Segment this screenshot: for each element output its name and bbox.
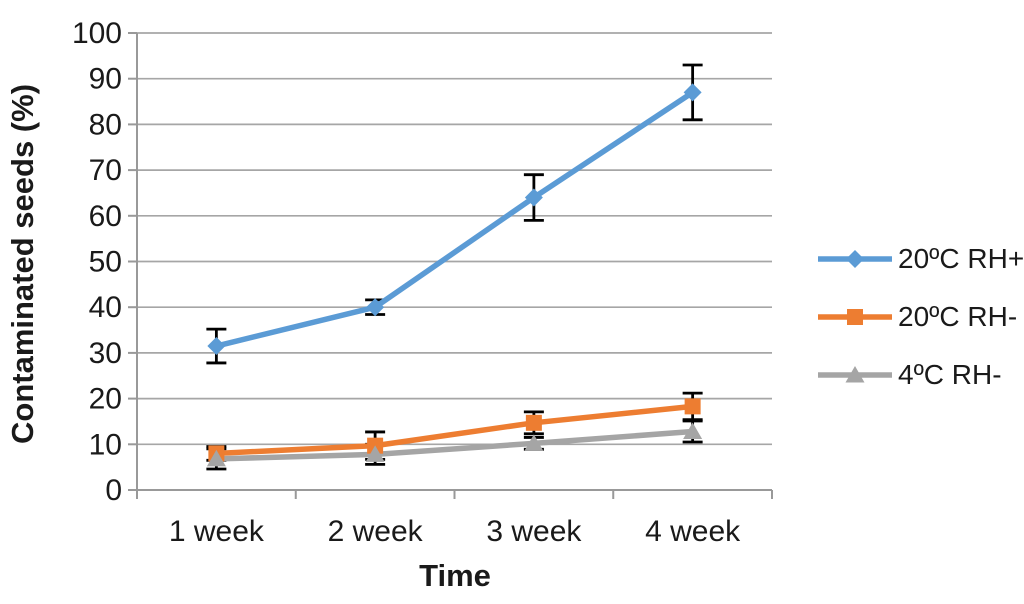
tick-labels: 0 10 20 30 40 50 60 70 80 90 100 1 week 2 week 3 week… xyxy=(72,17,741,548)
series-line xyxy=(213,428,696,462)
square-marker-icon xyxy=(684,398,701,415)
legend-item: 4ºC RH- xyxy=(818,355,1024,395)
x-tick-label: 1 week xyxy=(169,515,265,548)
legend: 20ºC RH+ 20ºC RH- 4ºC RH- xyxy=(818,239,1024,395)
y-tick-label: 30 xyxy=(89,337,122,370)
legend-item-label: 4ºC RH- xyxy=(898,359,1002,390)
x-tick-label: 2 week xyxy=(328,515,424,548)
diamond-marker-icon xyxy=(207,337,226,356)
legend-key-icon xyxy=(818,309,892,325)
axes xyxy=(128,32,773,499)
legend-key-icon xyxy=(818,366,892,383)
diamond-marker-icon xyxy=(524,188,543,207)
triangle-marker-icon xyxy=(683,422,703,440)
y-tick-label: 10 xyxy=(89,428,122,461)
triangle-marker-icon xyxy=(206,449,226,467)
error-bars xyxy=(206,63,703,471)
legend-item: 20ºC RH- xyxy=(818,297,1024,337)
y-tick-label: 60 xyxy=(89,200,122,233)
x-axis-title: Time xyxy=(419,558,491,593)
legend-item: 20ºC RH+ xyxy=(818,239,1024,279)
x-tick-label: 3 week xyxy=(486,515,582,548)
square-marker-icon xyxy=(525,414,542,431)
y-axis-title: Contaminated seeds (%) xyxy=(5,84,40,444)
y-tick-label: 100 xyxy=(72,17,122,50)
y-tick-label: 20 xyxy=(89,383,122,416)
gridlines xyxy=(137,32,772,446)
y-tick-label: 40 xyxy=(89,291,122,324)
series-line xyxy=(213,89,696,349)
y-tick-label: 80 xyxy=(89,108,122,141)
series-lines xyxy=(213,89,696,462)
legend-item-label: 20ºC RH- xyxy=(898,301,1018,332)
y-tick-label: 90 xyxy=(89,63,122,96)
y-tick-label: 0 xyxy=(105,474,122,507)
y-tick-label: 50 xyxy=(89,246,122,279)
triangle-marker-icon xyxy=(365,445,385,462)
data-point-markers xyxy=(206,83,703,467)
series-line xyxy=(213,403,696,457)
legend-key-icon xyxy=(818,250,892,268)
y-tick-label: 70 xyxy=(89,154,122,187)
diamond-marker-icon xyxy=(683,83,702,102)
triangle-marker-icon xyxy=(845,366,865,383)
diamond-marker-icon xyxy=(846,250,864,268)
square-marker-icon xyxy=(847,309,863,325)
x-tick-label: 4 week xyxy=(645,515,741,548)
diamond-marker-icon xyxy=(366,298,385,317)
legend-item-label: 20ºC RH+ xyxy=(898,243,1024,274)
triangle-marker-icon xyxy=(524,434,544,451)
